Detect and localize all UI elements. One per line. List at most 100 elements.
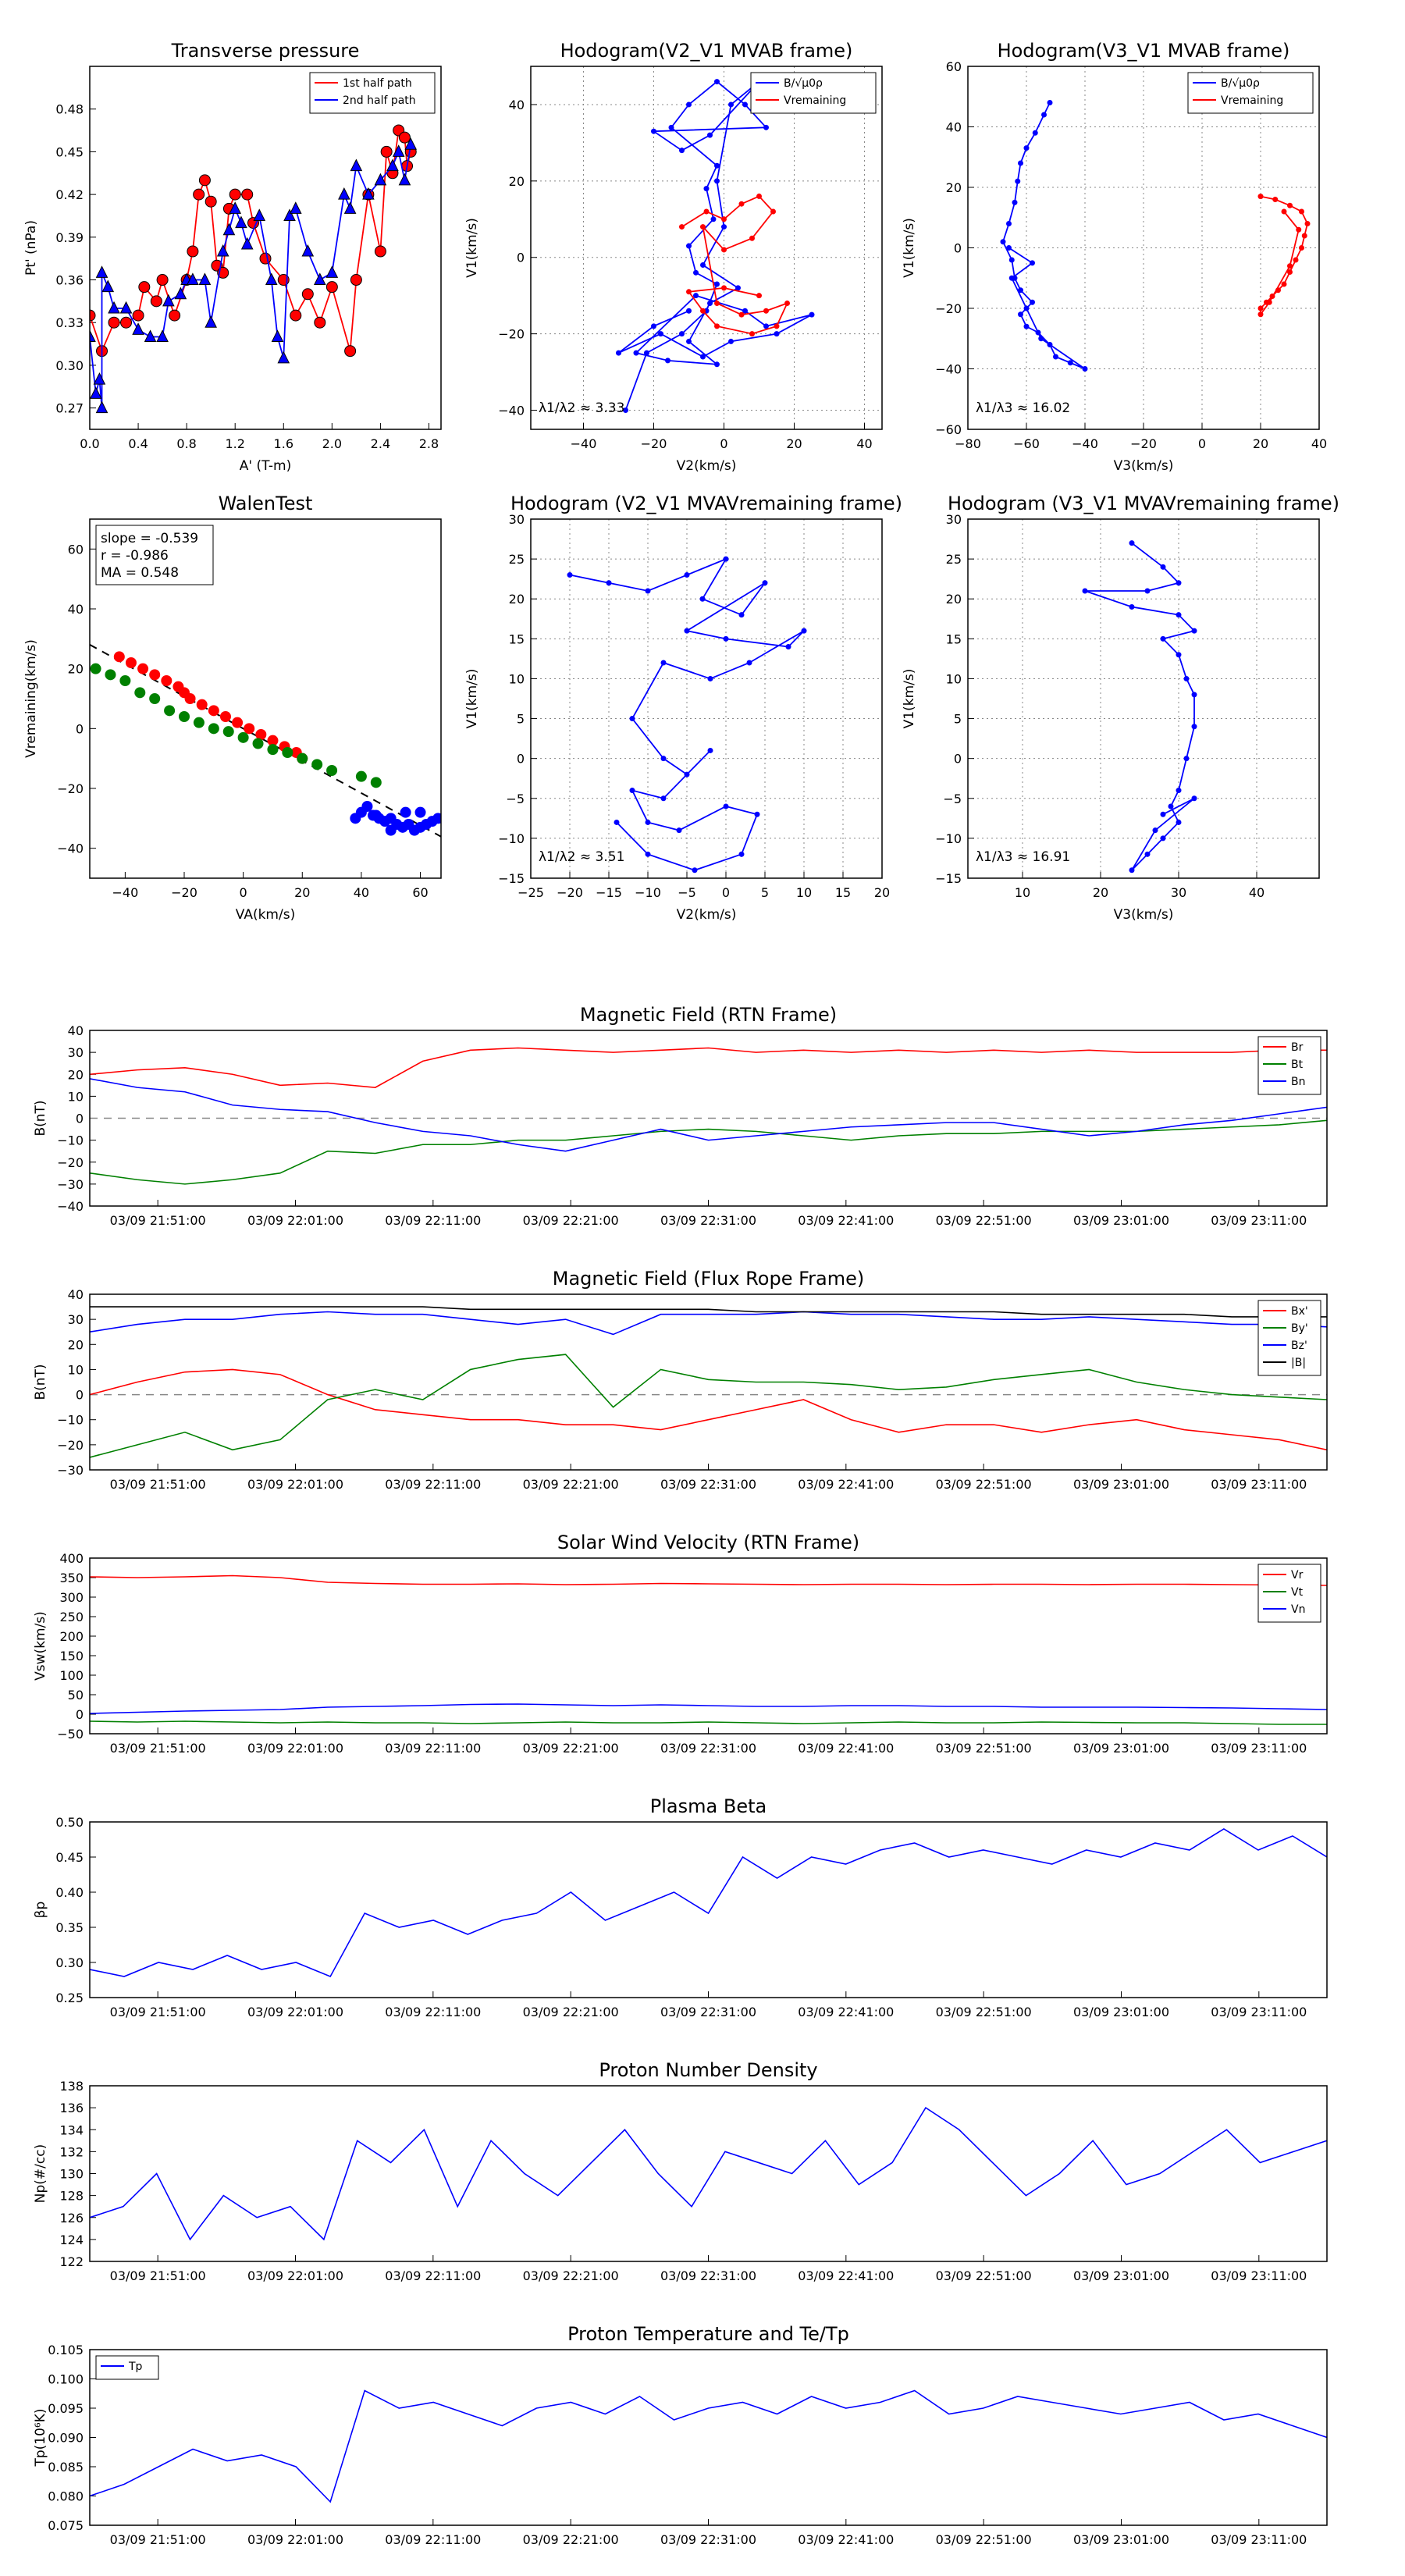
y-tick-label: 15 [946,632,962,646]
series-2 [350,801,441,836]
y-tick-label: 0 [517,251,525,265]
data-point [156,329,169,342]
x-tick-label: 03/09 23:01:00 [1073,1741,1169,1756]
data-point [149,669,161,681]
y-axis-label: B(nT) [33,1100,48,1136]
data-point [283,208,296,221]
legend-box [309,72,436,114]
plot-frame [89,518,442,879]
data-point [208,705,219,717]
y-tick-label: 10 [946,671,962,686]
y-tick-label: 0.080 [48,2489,84,2504]
x-tick-label: −60 [1013,436,1040,451]
y-axis-label: B(nT) [33,1364,48,1400]
x-tick-label: 30 [1171,885,1186,900]
data-point [1304,221,1311,226]
series-line [569,557,805,871]
x-axis-label: V3(km/s) [1114,458,1174,474]
data-point [699,596,706,602]
data-point [311,759,323,770]
data-point [721,285,727,291]
data-point [1299,208,1304,215]
plot-area [90,1574,1327,1725]
data-point [222,222,236,236]
plot-area [90,124,418,414]
series-1 [1257,194,1311,318]
series-2 [90,1703,1327,1714]
data-point [1160,811,1166,817]
data-point [1257,305,1264,311]
data-point [707,675,713,681]
y-tick-label: 30 [946,512,962,527]
y-tick-label: 40 [68,1023,84,1038]
data-point [237,731,249,743]
y-tick-label: 30 [68,1312,84,1327]
plot-area [616,79,815,414]
x-tick-label: −40 [1072,436,1098,451]
y-tick-label: 20 [509,174,525,189]
data-point [208,723,219,735]
data-point [301,288,314,301]
x-tick-label: 10 [1015,885,1030,900]
y-tick-label: 5 [517,712,525,727]
data-point [229,188,241,201]
y-tick-label: 30 [509,512,525,527]
x-tick-label: 03/09 22:51:00 [936,1477,1032,1492]
data-point [723,556,729,562]
x-tick-label: 03/09 22:01:00 [247,2005,343,2019]
data-point [1047,342,1053,347]
x-tick-label: 0 [1198,436,1206,451]
x-tick-label: 20 [1093,885,1108,900]
plot-frame [89,66,442,430]
data-point [137,663,149,674]
x-tick-label: 0.0 [80,436,99,451]
data-point [282,747,293,758]
data-point [193,717,205,728]
series-line [90,1078,1327,1152]
y-tick-label: 0 [76,721,84,736]
series-0 [616,79,815,414]
y-tick-label: 0.50 [55,1815,84,1830]
data-point [756,293,762,299]
data-point [1030,299,1035,305]
y-tick-label: 0.27 [55,401,84,416]
series-0 [90,2389,1327,2503]
data-point [119,301,133,314]
data-point [1287,202,1293,208]
data-point [1275,287,1281,294]
data-point [90,309,96,322]
plot-frame [967,66,1320,430]
y-tick-label: 0.35 [55,1920,84,1935]
y-tick-label: 0.40 [55,1885,84,1900]
data-point [196,699,208,710]
data-point [707,300,713,306]
data-point [219,711,231,722]
series-0 [90,124,417,358]
x-tick-label: 03/09 22:41:00 [798,2532,894,2547]
y-tick-label: 15 [509,632,525,646]
data-point [398,173,411,186]
eigenvalue-ratio: λ1/λ2 ≈ 3.51 [539,849,624,865]
data-point [361,801,373,812]
x-tick-label: 03/09 22:21:00 [523,1213,619,1228]
y-tick-label: −60 [935,422,962,437]
data-point [1041,112,1047,118]
plot-area [1082,540,1197,873]
data-point [350,274,362,286]
y-tick-label: 0.39 [55,230,84,245]
series-line [1002,102,1086,370]
x-tick-label: 03/09 22:21:00 [523,2532,619,2547]
data-point [267,744,279,756]
y-tick-label: 0 [517,752,525,767]
eigenvalue-ratio: λ1/λ3 ≈ 16.91 [976,849,1070,865]
y-tick-label: −40 [57,1199,84,1214]
data-point [679,331,685,337]
data-point [1018,160,1023,166]
data-point [174,286,187,300]
x-tick-label: 03/09 22:11:00 [385,1741,481,1756]
data-point [651,128,656,134]
data-point [398,131,411,144]
y-tick-label: −15 [935,871,962,886]
stats-text: slope = -0.539 [101,531,198,546]
y-tick-label: −20 [57,1155,84,1170]
